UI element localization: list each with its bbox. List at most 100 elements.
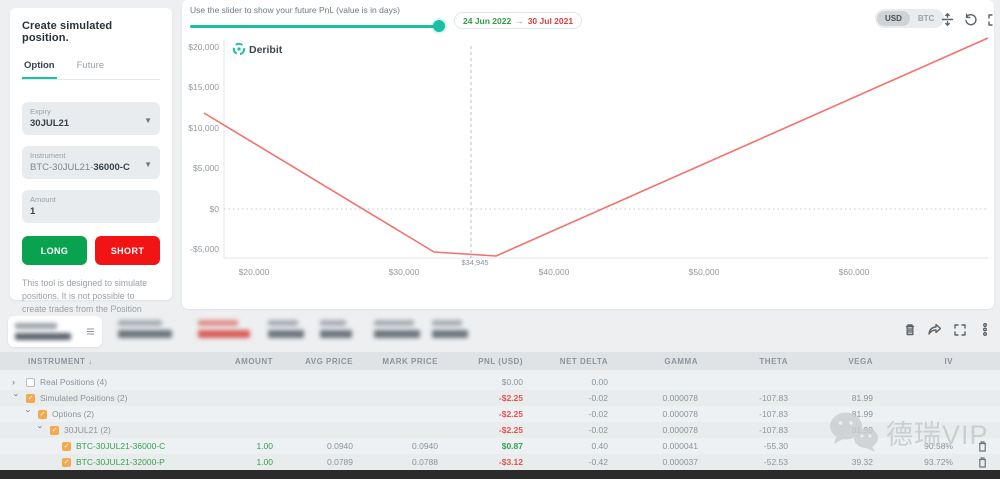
cell-gamma: 0.000037: [662, 457, 698, 467]
chevron-down-icon: ▼: [144, 160, 152, 169]
svg-text:$20,000: $20,000: [188, 42, 219, 52]
row-label: 30JUL21 (2): [64, 425, 111, 435]
cell-net-delta: -0.02: [588, 393, 608, 403]
svg-text:Deribit: Deribit: [249, 44, 283, 56]
checkbox-unchecked[interactable]: [26, 377, 35, 387]
tab-option[interactable]: Option: [22, 56, 57, 79]
trash-icon[interactable]: [965, 440, 1000, 452]
row-label: Simulated Positions (2): [40, 393, 128, 403]
row-label: BTC-30JUL21-36000-C: [76, 441, 166, 451]
share-icon[interactable]: [927, 322, 942, 337]
col-gamma[interactable]: GAMMA: [664, 356, 698, 366]
chevron-down-icon: ▼: [144, 116, 152, 125]
cell-gamma: 0.000041: [662, 441, 698, 451]
table-row[interactable]: ✓ BTC-30JUL21-36000-C 1.00 0.0940 0.0940…: [0, 438, 1000, 454]
table-row[interactable]: ✓ BTC-30JUL21-32000-P 1.00 0.0789 0.0788…: [0, 454, 1000, 470]
expiry-label: Expiry: [30, 107, 51, 116]
position-builder-panel: Create simulated position. Option Future…: [10, 8, 172, 328]
cell-net-delta: 0.40: [591, 441, 608, 451]
tab-future[interactable]: Future: [76, 60, 105, 71]
long-button[interactable]: LONG: [22, 236, 87, 265]
cell-iv: 93.72%: [924, 457, 953, 467]
slider-track[interactable]: [190, 25, 443, 28]
chevron-down-icon[interactable]: ›: [11, 393, 22, 397]
slider-thumb[interactable]: [433, 20, 445, 32]
delete-positions-icon[interactable]: [902, 322, 917, 337]
cell-net-delta: -0.02: [588, 425, 608, 435]
svg-text:$20,000: $20,000: [239, 267, 270, 277]
kebab-menu-icon[interactable]: [977, 322, 992, 337]
svg-text:$60,000: $60,000: [839, 267, 870, 277]
redacted-stat-negative: [198, 320, 250, 338]
cell-theta: -107.83: [759, 393, 788, 403]
cell-net-delta: -0.02: [588, 409, 608, 419]
pnl-line-series: [203, 37, 989, 257]
pnl-days-slider[interactable]: [190, 20, 445, 32]
table-row[interactable]: › Real Positions (4) $0.00 0.00: [0, 374, 1000, 390]
svg-text:$10,000: $10,000: [188, 123, 219, 133]
cell-pnl: -$3.12: [498, 457, 523, 467]
arrow-right-icon: →: [515, 15, 524, 26]
checkbox-checked[interactable]: ✓: [62, 457, 71, 467]
date-to: 30 Jul 2021: [527, 15, 574, 26]
instrument-label: Instrument: [30, 151, 66, 160]
chevron-down-icon[interactable]: ›: [35, 425, 46, 429]
row-label: Options (2): [52, 409, 95, 419]
redacted-stat: [320, 320, 352, 338]
redacted-stat: [268, 320, 304, 338]
short-button[interactable]: SHORT: [95, 236, 160, 265]
col-pnl-usd[interactable]: PNL (USD): [478, 356, 523, 366]
amount-value: 1: [30, 206, 36, 217]
col-mark-price[interactable]: MARK PRICE: [382, 356, 438, 366]
expiry-dropdown[interactable]: Expiry 30JUL21 ▼: [22, 102, 160, 135]
chevron-down-icon[interactable]: ›: [23, 409, 34, 413]
auto-scale-icon[interactable]: [940, 12, 955, 27]
table-row[interactable]: › ✓ Options (2) -$2.25 -0.02 0.000078 -1…: [0, 406, 1000, 422]
checkbox-checked[interactable]: ✓: [50, 425, 59, 435]
col-net-delta[interactable]: NET DELTA: [559, 356, 608, 366]
checkbox-checked[interactable]: ✓: [62, 441, 71, 451]
chevron-right-icon[interactable]: ›: [12, 377, 15, 387]
svg-text:$40,000: $40,000: [539, 267, 570, 277]
col-avg-price[interactable]: AVG PRICE: [305, 356, 353, 366]
currency-usd-option[interactable]: USD: [877, 11, 910, 26]
amount-label: Amount: [30, 195, 56, 204]
cell-vega: 81.99: [851, 425, 873, 435]
reset-refresh-icon[interactable]: [963, 12, 978, 27]
table-row[interactable]: › ✓ Simulated Positions (2) -$2.25 -0.02…: [0, 390, 1000, 406]
cell-theta: -107.83: [759, 409, 788, 419]
cell-net-delta: -0.42: [588, 457, 608, 467]
positions-table: INSTRUMENT ↓ AMOUNT AVG PRICE MARK PRICE…: [0, 352, 1000, 470]
cell-theta: -52.53: [763, 457, 788, 467]
table-row[interactable]: › ✓ 30JUL21 (2) -$2.25 -0.02 0.000078 -1…: [0, 422, 1000, 438]
trash-icon[interactable]: [965, 456, 1000, 468]
checkbox-checked[interactable]: ✓: [38, 409, 47, 419]
col-theta[interactable]: THETA: [759, 356, 788, 366]
cell-vega: 39.32: [851, 457, 873, 467]
cell-vega: 81.99: [851, 409, 873, 419]
menu-icon: [87, 328, 94, 335]
cell-gamma: 0.000078: [662, 425, 698, 435]
currency-btc-option[interactable]: BTC: [917, 14, 935, 23]
fullscreen-icon[interactable]: [986, 12, 994, 27]
cell-gamma: 0.000078: [662, 393, 698, 403]
cell-theta: -55.30: [763, 441, 788, 451]
instrument-dropdown[interactable]: Instrument BTC-30JUL21-36000-C ▼: [22, 146, 160, 179]
portfolio-chip-redacted[interactable]: [8, 316, 102, 347]
col-iv[interactable]: IV: [944, 356, 953, 366]
builder-tabs: Option Future: [22, 56, 160, 80]
cell-mark-price: 0.0788: [412, 457, 438, 467]
cell-pnl: -$2.25: [498, 409, 523, 419]
amount-field[interactable]: Amount 1: [22, 190, 160, 223]
row-label: Real Positions (4): [40, 377, 108, 387]
cell-iv: 90.58%: [924, 441, 953, 451]
cell-mark-price: 0.0940: [412, 441, 438, 451]
svg-text:$15,000: $15,000: [188, 82, 219, 92]
y-axis-ticks: $20,000 $15,000 $10,000 $5,000 $0 -$5,00…: [188, 42, 219, 254]
cell-vega: 81.99: [851, 393, 873, 403]
checkbox-checked[interactable]: ✓: [26, 393, 35, 403]
col-amount[interactable]: AMOUNT: [234, 356, 273, 366]
col-instrument[interactable]: INSTRUMENT ↓: [28, 356, 93, 366]
col-vega[interactable]: VEGA: [848, 356, 873, 366]
fullscreen-icon[interactable]: [952, 322, 967, 337]
